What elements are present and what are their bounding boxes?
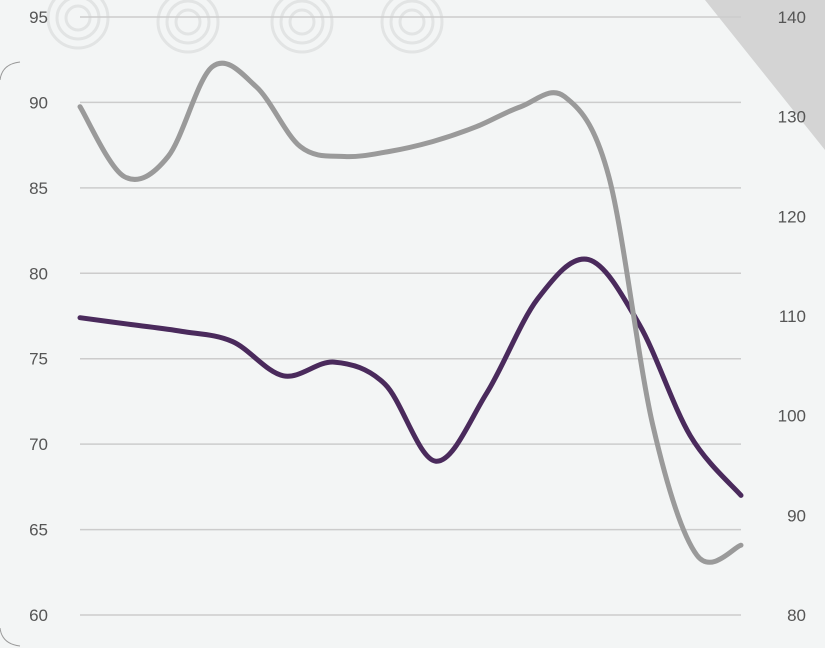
left-tick-label: 80 bbox=[29, 264, 48, 283]
left-tick-label: 65 bbox=[29, 521, 48, 540]
spiral-watermark bbox=[46, 0, 444, 54]
right-tick-label: 80 bbox=[787, 606, 806, 625]
right-tick-label: 140 bbox=[778, 8, 806, 27]
right-tick-label: 100 bbox=[778, 407, 806, 426]
right-tick-label: 90 bbox=[787, 506, 806, 525]
left-tick-label: 75 bbox=[29, 350, 48, 369]
frame-corner-bottom-left bbox=[0, 627, 21, 647]
frame-corner-top-left bbox=[0, 61, 21, 81]
right-tick-label: 130 bbox=[778, 108, 806, 127]
page-corner-fold bbox=[705, 0, 825, 150]
grid bbox=[80, 16, 741, 616]
right-axis: 80 90 100 110 120 130 140 bbox=[778, 8, 806, 625]
right-tick-label: 110 bbox=[779, 307, 806, 326]
right-tick-label: 120 bbox=[778, 207, 806, 226]
left-tick-label: 60 bbox=[29, 606, 48, 625]
series bbox=[77, 60, 744, 565]
left-tick-label: 70 bbox=[29, 435, 48, 454]
left-tick-label: 90 bbox=[29, 93, 48, 112]
series-line-2 bbox=[77, 60, 744, 565]
series-line-1 bbox=[77, 256, 744, 498]
left-tick-label: 85 bbox=[29, 179, 48, 198]
left-axis: 60 65 70 75 80 85 90 95 bbox=[29, 8, 48, 625]
left-tick-label: 95 bbox=[29, 8, 48, 27]
